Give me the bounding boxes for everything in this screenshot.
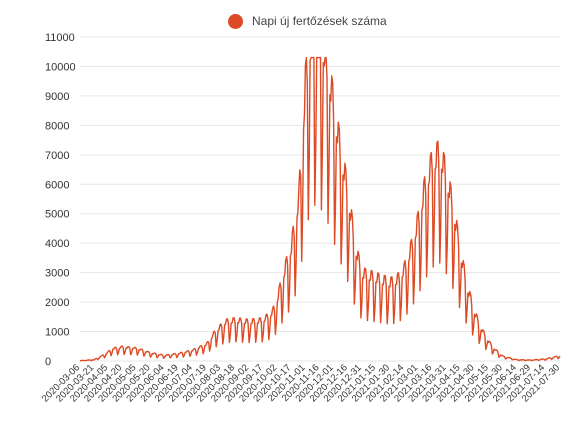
chart-legend: Napi új fertőzések száma	[228, 12, 387, 30]
y-tick-label: 9000	[45, 91, 69, 103]
y-tick-label: 10000	[45, 61, 76, 73]
series-line	[79, 56, 561, 362]
y-tick-label: 8000	[45, 120, 69, 132]
y-tick-label: 7000	[45, 150, 69, 162]
series-layer	[79, 56, 561, 362]
y-tick-label: 6000	[45, 179, 69, 191]
y-tick-label: 5000	[45, 209, 69, 221]
y-tick-label: 4000	[45, 238, 69, 250]
y-tick-label: 0	[45, 356, 51, 368]
y-tick-label: 2000	[45, 297, 69, 309]
legend-swatch	[228, 13, 243, 29]
y-axis: 0 1000 2000 3000 4000 5000 6000 7000 8000 9000 100…	[45, 32, 76, 368]
y-tick-label: 3000	[45, 268, 69, 280]
y-tick-label: 1000	[45, 327, 69, 339]
x-axis: 2020-03-062020-03-212020-04-052020-04-20…	[40, 362, 562, 404]
y-tick-label: 11000	[45, 32, 75, 44]
legend-label: Napi új fertőzések száma	[252, 14, 387, 28]
